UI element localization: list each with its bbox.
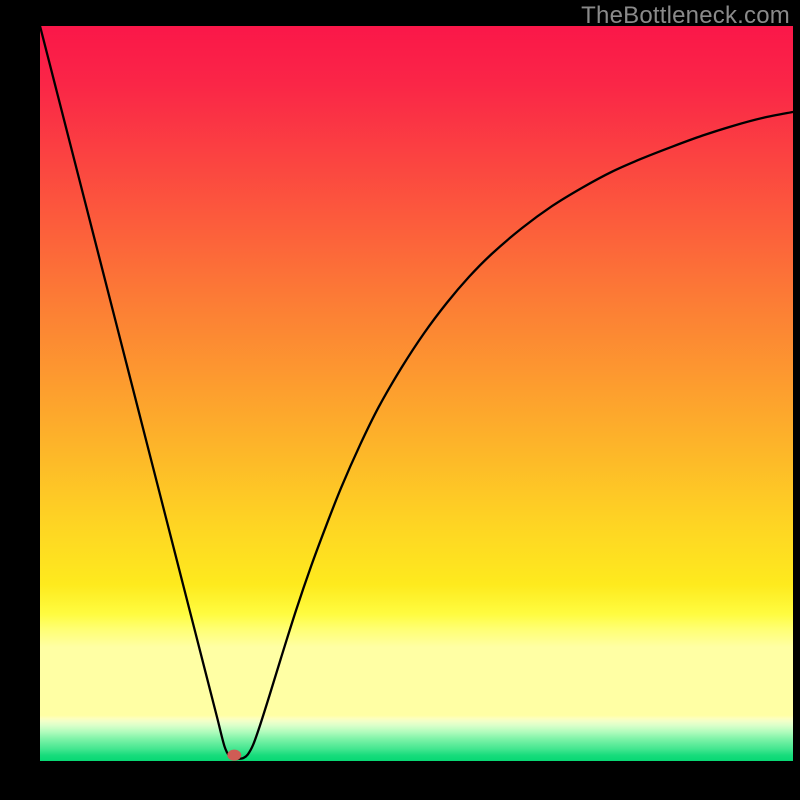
current-value-marker <box>227 750 241 761</box>
bottleneck-chart <box>0 0 800 800</box>
watermark-text: TheBottleneck.com <box>581 2 790 30</box>
gradient-background <box>40 26 793 761</box>
chart-frame: { "watermark": { "text": "TheBottleneck.… <box>0 0 800 800</box>
